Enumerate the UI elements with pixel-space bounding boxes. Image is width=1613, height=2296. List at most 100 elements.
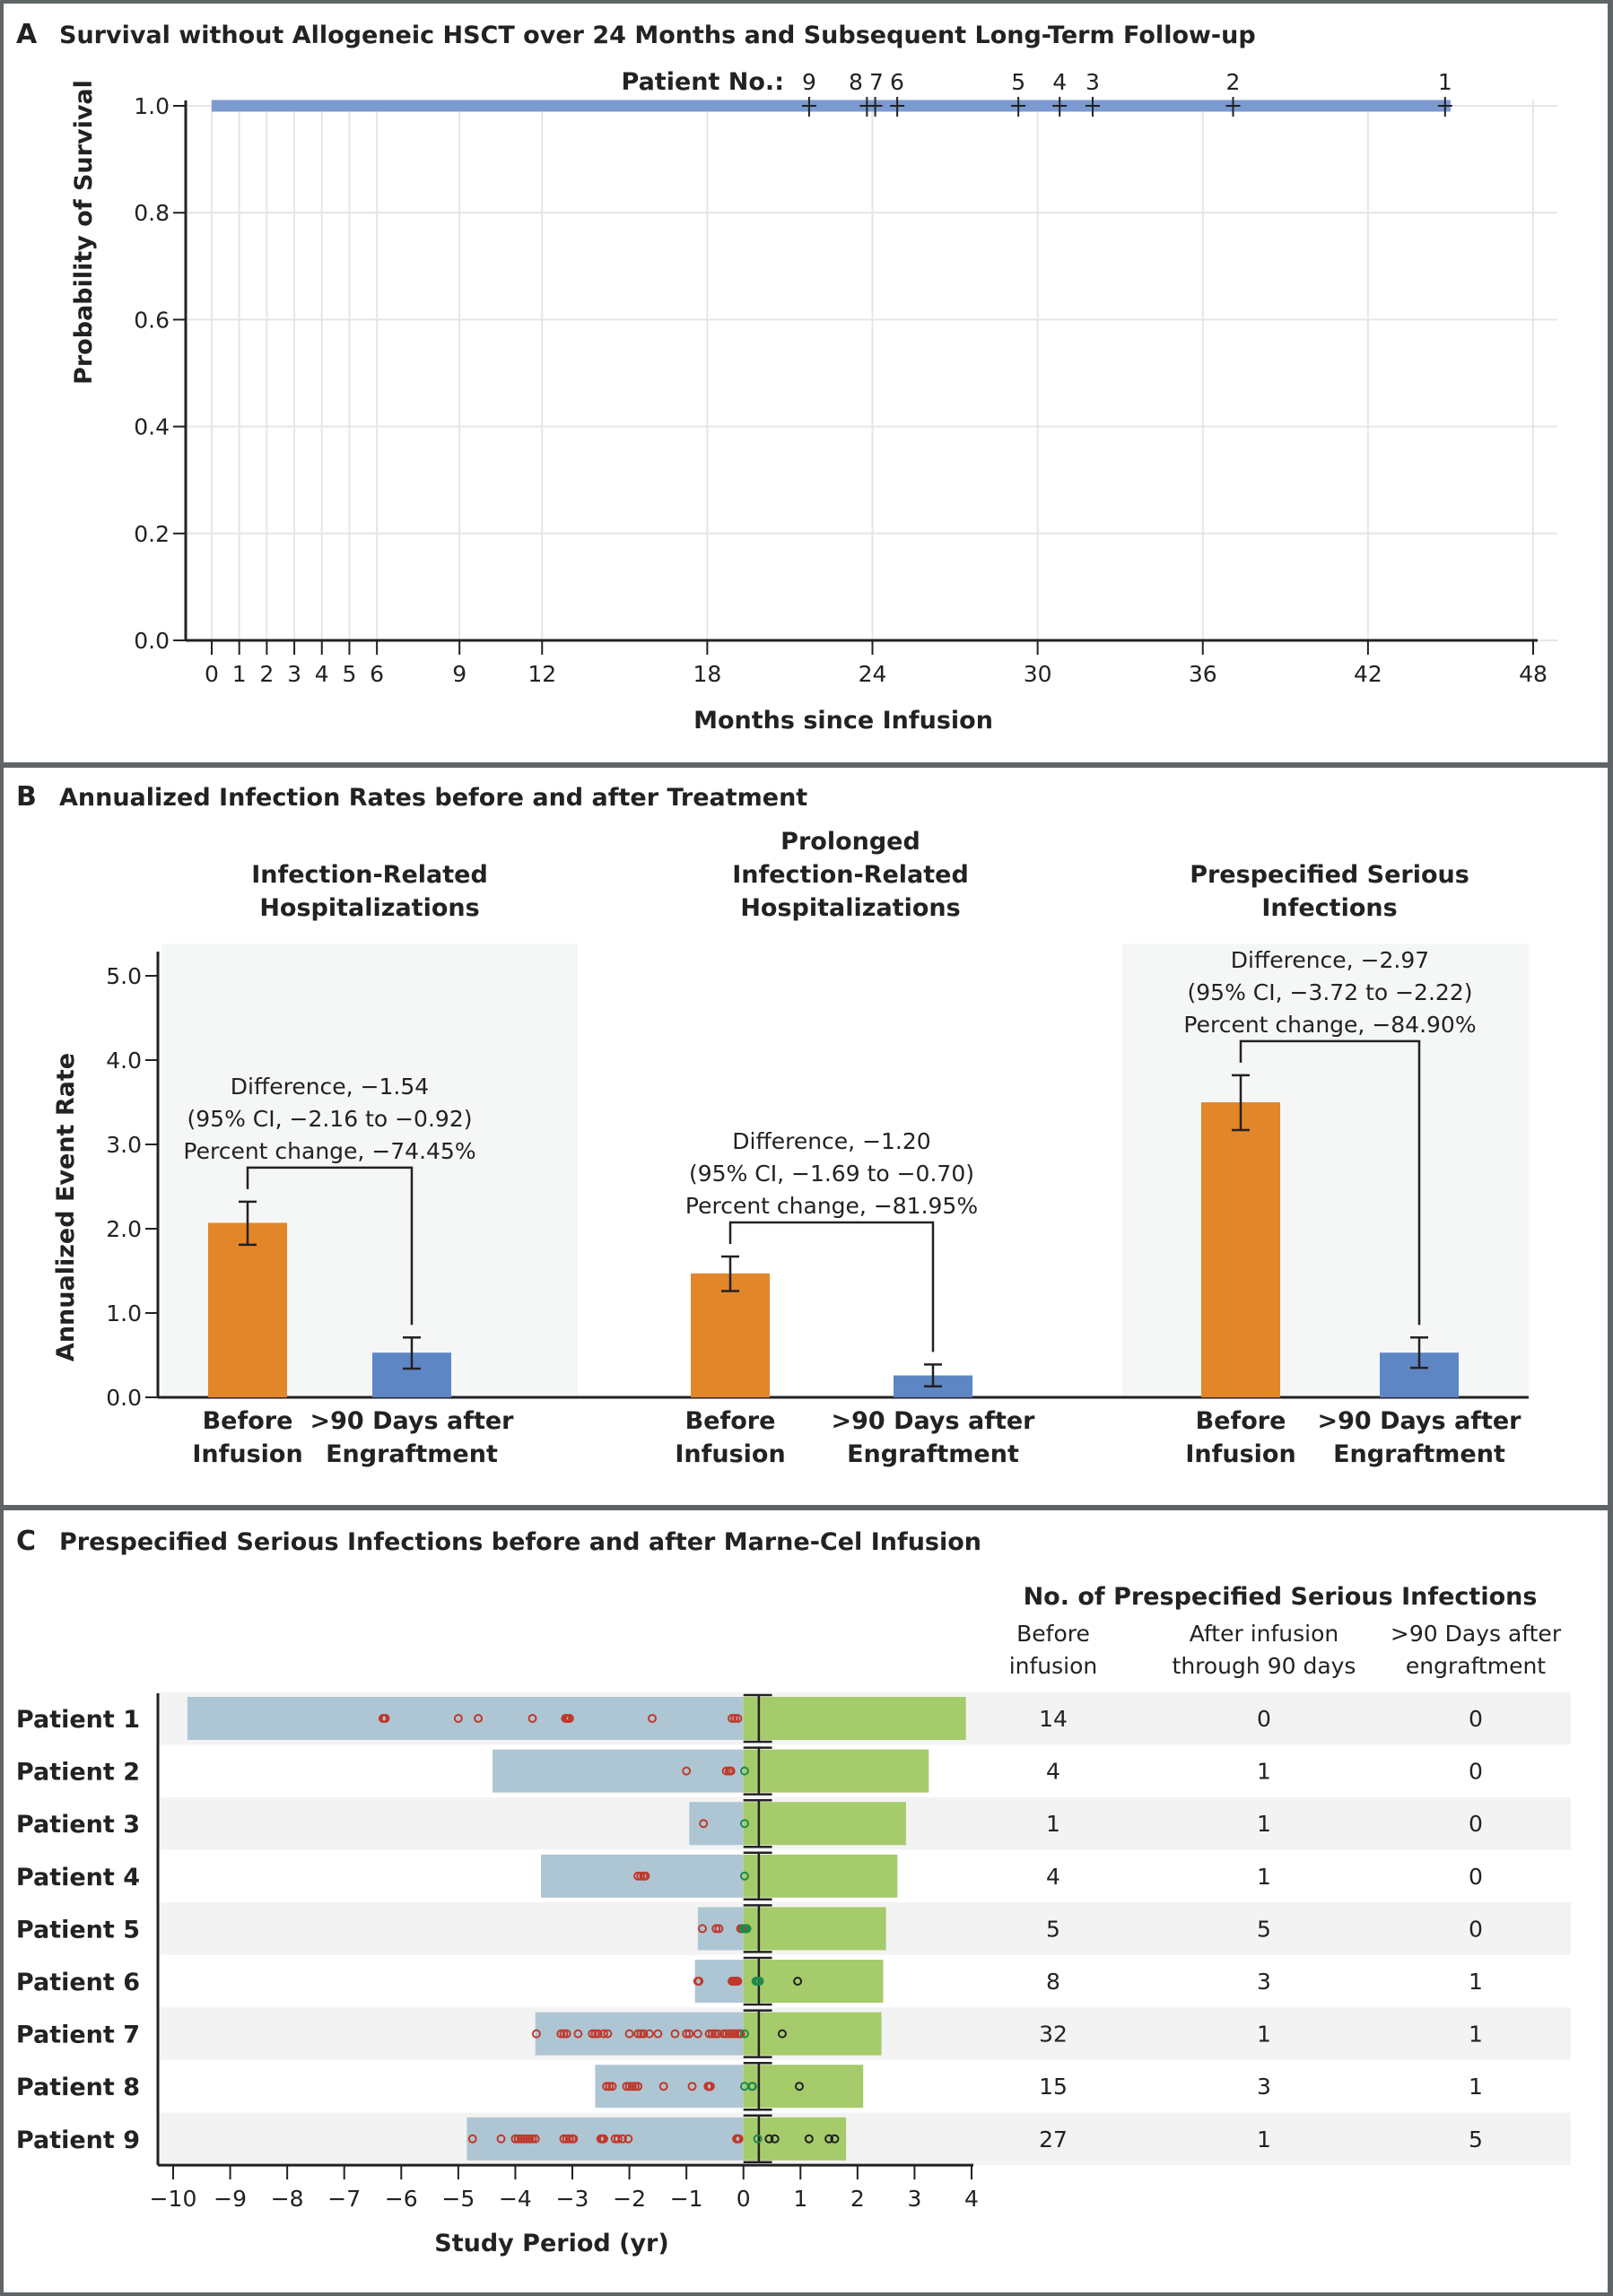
x-tick-label: 3 <box>287 661 301 687</box>
count-after90: 3 <box>1257 2074 1271 2100</box>
count-before: 32 <box>1039 2022 1068 2048</box>
y-tick-label: 3.0 <box>106 1132 142 1158</box>
infection-dot-before <box>519 2134 528 2144</box>
x-tick-label: −4 <box>499 2186 532 2212</box>
y-tick-label: 4.0 <box>106 1048 142 1074</box>
after-period-bar <box>743 1854 898 1898</box>
infection-dot-before <box>670 2029 680 2039</box>
x-tick-label: 0 <box>205 661 219 687</box>
infection-dot-before <box>728 1714 737 1723</box>
x-tick-label: 0 <box>737 2186 751 2212</box>
difference-annotation: Percent change, −84.90% <box>1183 1012 1476 1038</box>
panel-a: A Survival without Allogeneic HSCT over … <box>4 4 1608 762</box>
count-before: 8 <box>1046 1969 1060 1995</box>
count-after90: 1 <box>1257 1759 1271 1785</box>
y-tick-label: 0.8 <box>134 200 170 226</box>
infection-dot-before <box>556 2029 566 2039</box>
x-tick-label: 9 <box>452 661 466 687</box>
panel-b: B Annualized Infection Rates before and … <box>4 768 1608 1505</box>
x-tick-label: 2 <box>850 2186 865 2212</box>
infection-dot-after90 <box>742 1924 752 1934</box>
patient-number-label: 2 <box>1226 69 1241 95</box>
after-period-bar <box>743 1749 929 1793</box>
infection-dot-before <box>704 2029 714 2039</box>
difference-annotation: Difference, −1.54 <box>231 1074 429 1100</box>
infection-dot-before <box>730 2029 740 2039</box>
y-axis-label: Probability of Survival <box>70 80 98 385</box>
count-after90: 3 <box>1257 1969 1271 1995</box>
patient-number-label: 1 <box>1438 69 1452 95</box>
y-tick-label: 0.0 <box>134 628 170 654</box>
infection-dot-before <box>653 2029 663 2039</box>
count-late: 1 <box>1469 2022 1483 2048</box>
infection-dot-before <box>713 2029 723 2039</box>
difference-annotation: Percent change, −81.95% <box>685 1193 978 1219</box>
x-tick-label: 48 <box>1519 661 1548 687</box>
y-tick-label: 1.0 <box>134 93 170 119</box>
infection-dot-before <box>598 2029 608 2039</box>
infection-dot-before <box>597 2134 607 2144</box>
x-axis-label: Study Period (yr) <box>434 2230 668 2257</box>
group-title: Hospitalizations <box>259 894 479 922</box>
patient-label: Patient 4 <box>16 1864 140 1892</box>
x-tick-label: 5 <box>342 661 356 687</box>
count-after90: 1 <box>1257 2022 1271 2048</box>
infection-dot-before <box>733 1714 743 1723</box>
patient-label: Patient 3 <box>16 1811 140 1839</box>
infection-dot-before <box>624 2082 634 2092</box>
panel-a-title: Survival without Allogeneic HSCT over 24… <box>59 22 1256 49</box>
patient-number-label: 3 <box>1086 69 1100 95</box>
infection-dot-before <box>639 1871 649 1881</box>
table-header: Before <box>1016 1621 1090 1647</box>
infection-dot-after90 <box>739 1819 749 1829</box>
difference-annotation: Difference, −1.20 <box>732 1128 930 1154</box>
count-before: 14 <box>1039 1706 1068 1732</box>
infection-dot-before <box>729 1977 739 1986</box>
x-tick-label: 1 <box>232 661 247 687</box>
x-tick-label: −5 <box>441 2186 475 2212</box>
category-label: Infusion <box>1185 1440 1295 1468</box>
category-label: Before <box>685 1407 776 1435</box>
y-tick-label: 0.2 <box>134 521 170 547</box>
infection-dot-before <box>684 2029 694 2039</box>
patient-number-label: 4 <box>1052 69 1067 95</box>
infection-dot-before <box>639 2029 649 2039</box>
bar-before <box>1201 1102 1280 1397</box>
difference-annotation: (95% CI, −2.16 to −0.92) <box>187 1106 473 1132</box>
infection-dot-before <box>732 2134 742 2144</box>
infection-dot-after90 <box>754 1977 764 1986</box>
table-header: through 90 days <box>1173 1653 1356 1679</box>
after-period-bar <box>743 1697 966 1740</box>
comparison-bracket <box>728 1221 935 1352</box>
infection-dot-before <box>703 2082 713 2092</box>
patient-label: Patient 2 <box>16 1759 140 1787</box>
infection-dot-late <box>764 2134 774 2144</box>
infection-dot-before <box>559 2134 569 2144</box>
infection-dot-before <box>633 2082 643 2092</box>
infection-dot-before <box>559 2029 569 2039</box>
infection-dot-before <box>697 1924 707 1934</box>
table-header: >90 Days after <box>1391 1621 1562 1647</box>
count-before: 27 <box>1039 2126 1068 2152</box>
infection-dot-after90 <box>753 2134 763 2144</box>
infection-dot-before <box>605 2082 615 2092</box>
infection-dot-late <box>793 1977 803 1986</box>
panel-c: C Prespecified Serious Infections before… <box>4 1510 1608 2292</box>
category-label: Engraftment <box>326 1440 498 1468</box>
infection-dot-before <box>633 2029 643 2039</box>
x-tick-label: −1 <box>670 2186 703 2212</box>
infection-dot-before <box>562 2029 571 2039</box>
infection-dot-before <box>590 2029 600 2039</box>
count-late: 0 <box>1469 1916 1483 1942</box>
infection-dot-before <box>724 2029 734 2039</box>
y-tick-label: 0.6 <box>134 307 170 333</box>
count-after90: 1 <box>1257 1864 1271 1890</box>
group-title: Infection-Related <box>251 861 488 889</box>
category-label: >90 Days after <box>832 1407 1036 1435</box>
table-title: No. of Prespecified Serious Infections <box>1024 1583 1538 1611</box>
patient-number-label: 5 <box>1011 69 1025 95</box>
x-tick-label: −6 <box>385 2186 418 2212</box>
infection-dot-before <box>730 1714 740 1723</box>
before-period-bar <box>493 1749 744 1793</box>
x-tick-label: 6 <box>370 661 384 687</box>
